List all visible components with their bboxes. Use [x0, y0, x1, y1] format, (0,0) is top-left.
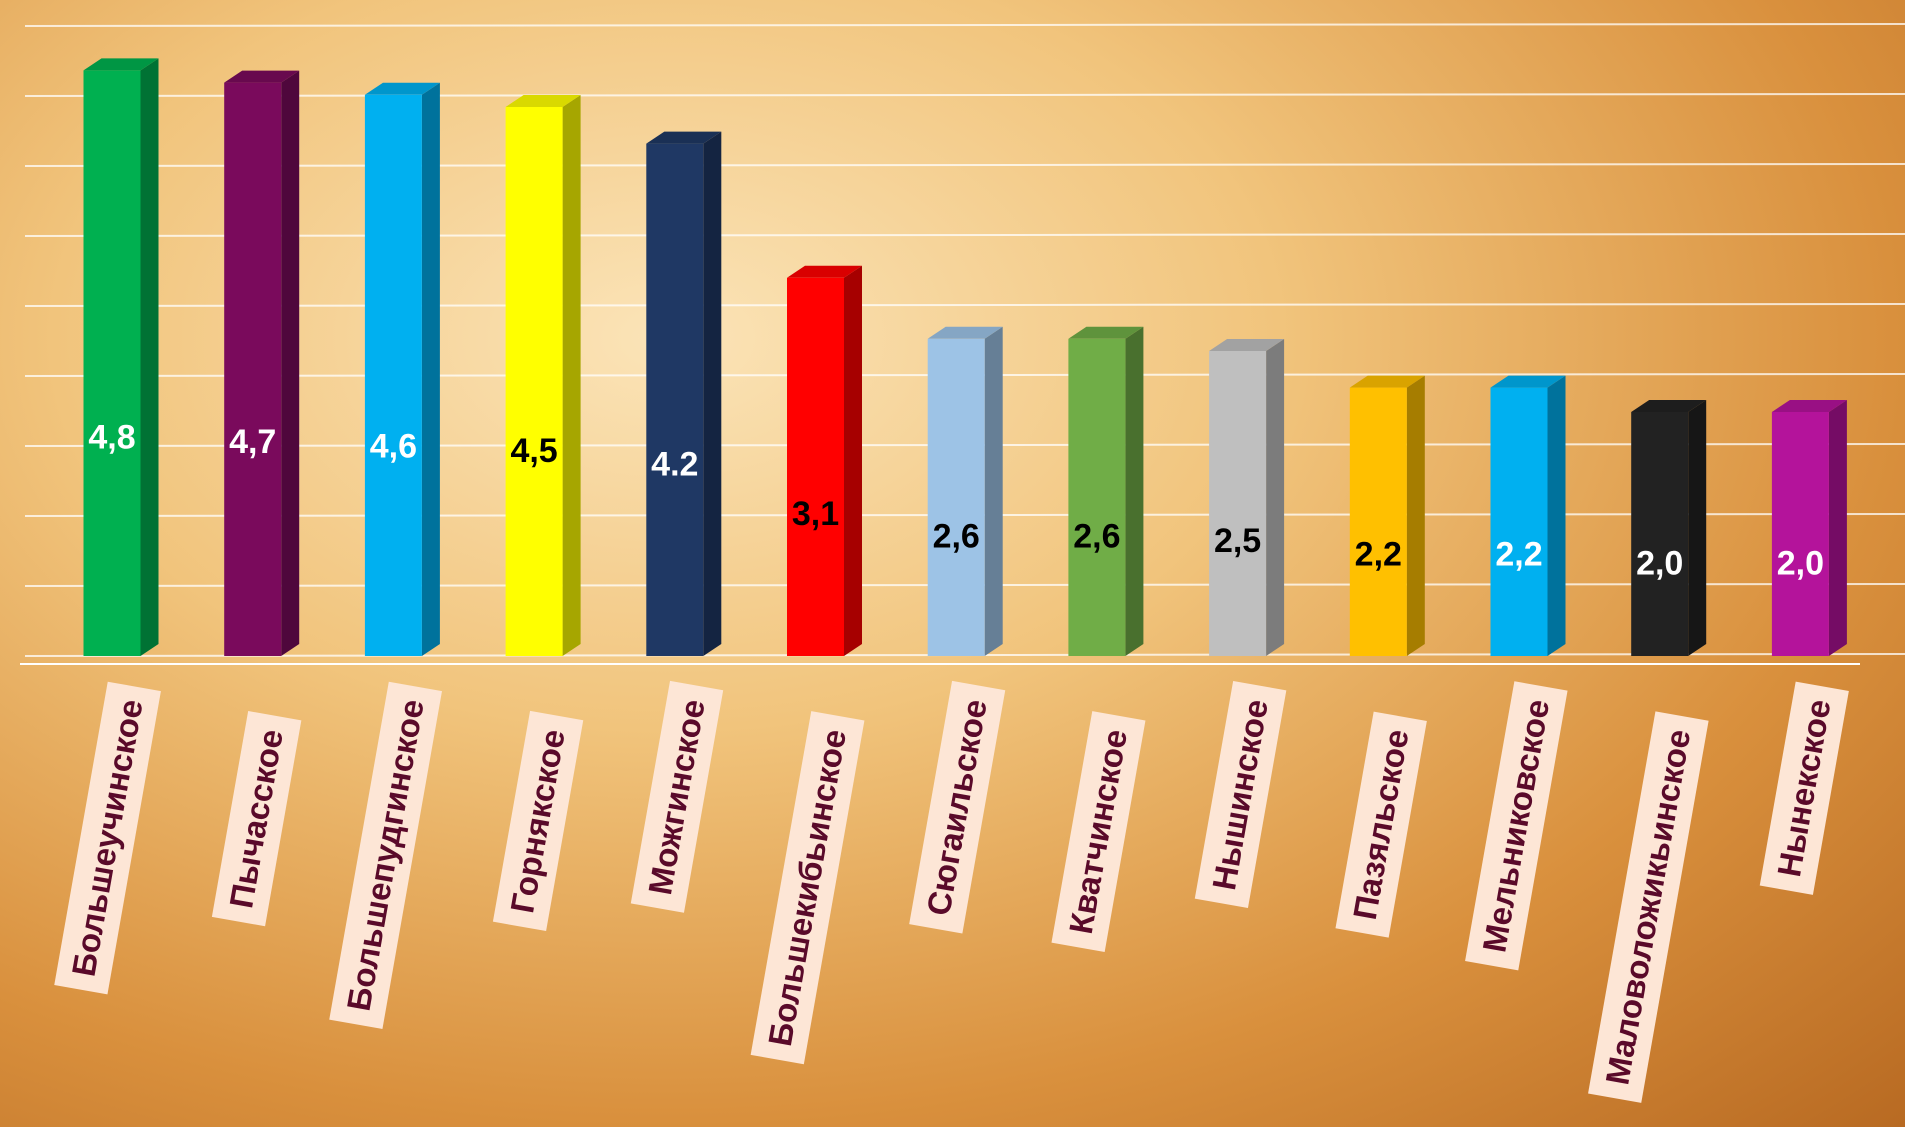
bar [83, 70, 141, 656]
bar-side [281, 70, 300, 657]
value-label: 4,6 [370, 427, 417, 465]
value-label: 4,7 [229, 423, 276, 461]
bar [505, 107, 563, 656]
value-label: 3,1 [792, 495, 839, 533]
bar-top [1068, 326, 1144, 339]
bar [1349, 387, 1407, 656]
bar-top [1490, 375, 1566, 388]
bar-top [1771, 400, 1847, 412]
value-label: 2,6 [933, 518, 980, 556]
bar-top [646, 131, 722, 144]
bar [1771, 412, 1829, 656]
bar-side [1125, 326, 1144, 656]
bar-side [140, 58, 159, 656]
bar-top [83, 58, 159, 71]
bar [1490, 387, 1548, 656]
bar-side [562, 95, 581, 656]
bar [1209, 351, 1267, 656]
value-label: 2,5 [1214, 522, 1261, 560]
grid-line [24, 303, 1905, 307]
value-label: 2,2 [1495, 536, 1542, 574]
bar-top [1209, 339, 1285, 351]
bar [364, 94, 422, 657]
bar [927, 338, 985, 656]
bar [1068, 338, 1126, 656]
bar-side [984, 326, 1003, 656]
bar [646, 143, 704, 657]
bar-side [844, 265, 862, 656]
value-label: 2,0 [1636, 545, 1683, 583]
bar-side [1266, 339, 1285, 656]
bar-top [224, 70, 300, 83]
value-label: 2,0 [1777, 545, 1824, 583]
grid-line [24, 163, 1905, 167]
value-label: 4.2 [651, 445, 698, 483]
value-label: 2,2 [1355, 536, 1402, 574]
bar-top [1631, 400, 1707, 412]
bar-side [1828, 400, 1847, 656]
grid-line [24, 93, 1905, 97]
bar [224, 82, 282, 657]
value-label: 4,5 [510, 432, 557, 470]
bar-side [421, 82, 440, 657]
bar-top [364, 82, 440, 95]
bar-top [927, 326, 1003, 339]
bar-top [505, 95, 581, 107]
bar-side [1547, 375, 1566, 656]
bar-top [787, 265, 862, 278]
grid-line [24, 23, 1905, 27]
bar-side [1688, 400, 1707, 656]
value-label: 4,8 [88, 418, 135, 456]
bar [1631, 412, 1689, 656]
bar-side [1406, 375, 1425, 656]
bar [787, 277, 844, 656]
bar-side [703, 131, 722, 657]
value-label: 2,6 [1073, 518, 1120, 556]
grid-line [24, 233, 1905, 237]
bar-top [1349, 375, 1425, 388]
